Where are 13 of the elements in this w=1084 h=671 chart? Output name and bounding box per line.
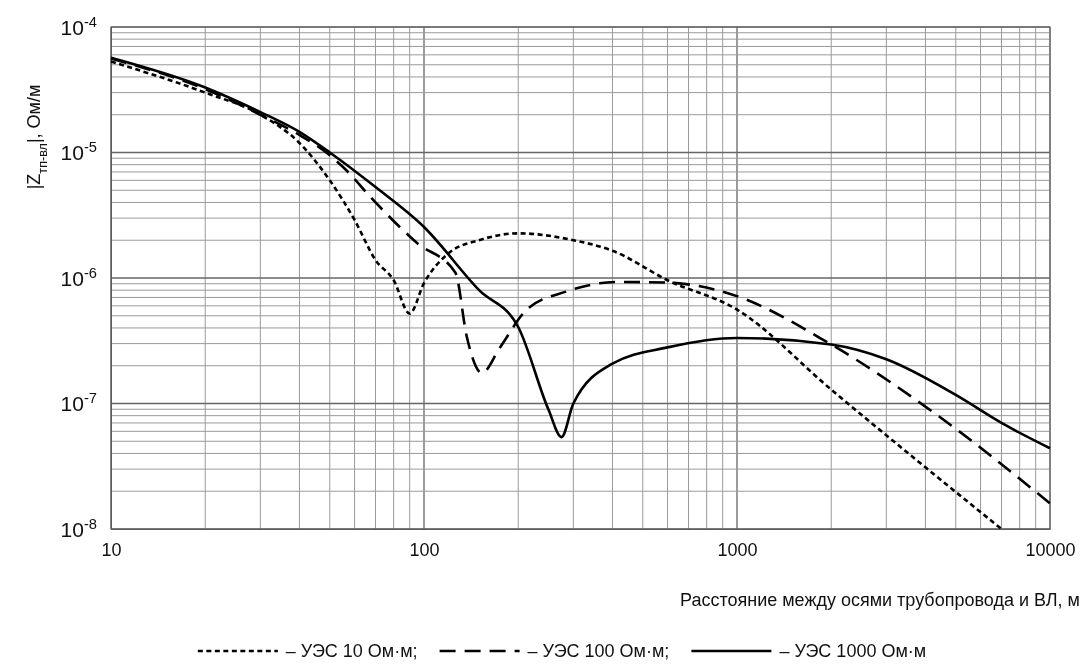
y-tick-label: 10$^{-5}$ <box>60 139 97 165</box>
y-tick-label: 10$^{-4}$ <box>60 13 97 39</box>
legend-label: – УЭС 10 Ом·м; <box>285 641 418 662</box>
y-tick-label: 10$^{-7}$ <box>60 390 97 416</box>
x-tick-label: 100 <box>409 539 440 560</box>
x-tick-label: 10000 <box>1025 539 1076 560</box>
y-tick-label: 10$^{-6}$ <box>60 264 97 290</box>
y-tick-label: 10$^{-8}$ <box>60 515 97 541</box>
legend-label: – УЭС 1000 Ом·м <box>779 641 927 662</box>
x-tick-label: 10 <box>101 539 122 560</box>
x-axis-title: Расстояние между осями трубопровода и ВЛ, м <box>679 590 1080 610</box>
x-tick-label: 1000 <box>717 539 758 560</box>
legend-label: – УЭС 100 Ом·м; <box>527 641 670 662</box>
